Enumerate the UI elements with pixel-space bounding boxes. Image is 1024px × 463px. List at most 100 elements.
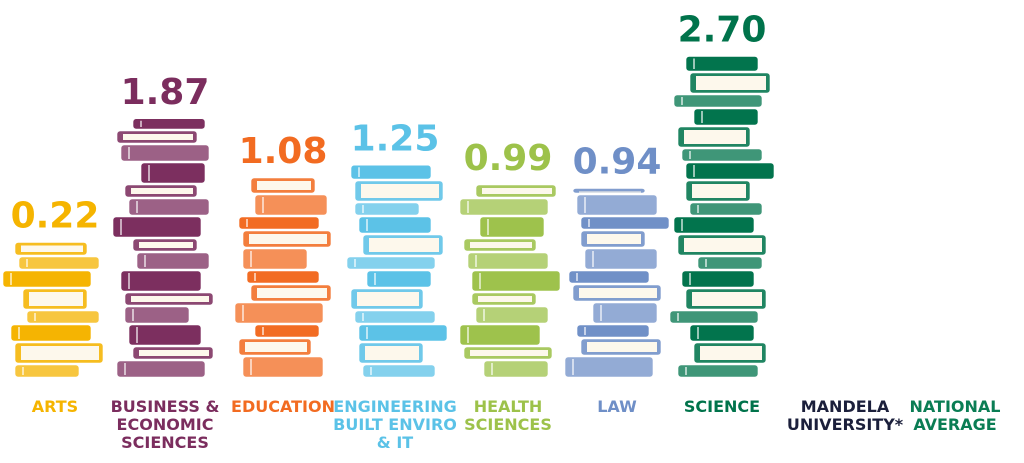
- value-label: 1.87: [121, 72, 210, 113]
- value-label: 0.99: [464, 138, 553, 179]
- book-stack: [235, 178, 331, 377]
- book: [243, 249, 307, 269]
- book-pages: [249, 234, 327, 244]
- book-pages: [361, 184, 439, 198]
- book-pages: [470, 350, 548, 356]
- book: [690, 203, 762, 215]
- book-pages: [587, 342, 657, 352]
- book-pages: [692, 184, 746, 198]
- book: [682, 149, 762, 161]
- category-label: ARTS: [0, 398, 115, 416]
- book-pages: [357, 292, 419, 306]
- book: [351, 165, 431, 179]
- book-pages: [478, 296, 532, 302]
- book-pages: [139, 350, 209, 356]
- book: [113, 217, 201, 237]
- chart: 0.221.871.081.250.990.942.70: [0, 0, 1024, 463]
- book: [359, 217, 431, 233]
- book: [674, 95, 762, 107]
- book: [476, 307, 548, 323]
- book-stack: [347, 165, 447, 377]
- book: [363, 365, 435, 377]
- book: [347, 257, 435, 269]
- book-pages: [245, 342, 307, 352]
- book-pages: [579, 288, 657, 298]
- book-pages: [257, 181, 311, 190]
- book: [121, 271, 201, 291]
- book-pages: [482, 188, 552, 194]
- category-label: NATIONAL AVERAGE: [895, 398, 1015, 434]
- book: [137, 253, 209, 269]
- book: [355, 203, 419, 215]
- category-label: HEALTH SCIENCES: [453, 398, 563, 434]
- book: [472, 271, 560, 291]
- book-pages: [131, 188, 193, 194]
- book: [577, 195, 657, 215]
- book: [682, 271, 754, 287]
- book: [117, 361, 205, 377]
- book-pages: [369, 238, 439, 252]
- page: 0.221.871.081.250.990.942.70 (() => { co…: [0, 0, 1024, 463]
- book: [698, 257, 762, 269]
- value-label: 1.25: [351, 118, 440, 159]
- book: [235, 303, 323, 323]
- category-label: EDUCATION: [218, 398, 348, 416]
- book: [255, 195, 327, 215]
- book: [239, 217, 319, 229]
- book-pages: [696, 76, 766, 90]
- book: [670, 311, 758, 323]
- book: [359, 325, 447, 341]
- book: [15, 365, 79, 377]
- book-pages: [587, 234, 641, 244]
- book: [129, 199, 209, 215]
- book: [27, 311, 99, 323]
- book: [694, 109, 758, 125]
- book: [255, 325, 319, 337]
- book-pages: [29, 292, 83, 306]
- book: [581, 217, 669, 229]
- book-stack: [670, 57, 774, 378]
- book: [125, 307, 189, 323]
- book-pages: [139, 242, 193, 248]
- book-pages: [21, 346, 99, 360]
- book: [19, 257, 99, 269]
- book: [585, 249, 657, 269]
- book: [690, 325, 754, 341]
- book: [686, 163, 774, 179]
- book-pages: [131, 296, 209, 302]
- value-label: 0.94: [573, 142, 662, 183]
- book: [133, 119, 205, 129]
- book: [678, 365, 758, 377]
- book: [247, 271, 319, 283]
- book-pages: [365, 346, 419, 360]
- book-pages: [21, 246, 83, 253]
- book-pages: [692, 292, 762, 306]
- book: [674, 217, 754, 233]
- value-label: 0.22: [11, 196, 100, 237]
- book: [468, 253, 548, 269]
- book-pages: [470, 242, 532, 248]
- book: [686, 57, 758, 72]
- book: [141, 163, 205, 183]
- book-stack: [460, 185, 560, 377]
- category-label: SCIENCE: [667, 398, 777, 416]
- category-label: BUSINESS & ECONOMIC SCIENCES: [110, 398, 220, 452]
- value-label: 2.70: [678, 10, 767, 51]
- book-pages: [684, 130, 746, 144]
- category-label: ENGINEERING BUILT ENVIRO & IT: [330, 398, 460, 452]
- book: [565, 357, 653, 377]
- book-stack: [113, 119, 213, 377]
- book-pages: [123, 134, 193, 140]
- book: [577, 325, 649, 337]
- book: [367, 271, 431, 287]
- book: [3, 271, 91, 287]
- book: [243, 357, 323, 377]
- book: [460, 325, 540, 345]
- book: [355, 311, 435, 323]
- book: [569, 271, 649, 283]
- book: [484, 361, 548, 377]
- book: [129, 325, 201, 345]
- category-label: MANDELA UNIVERSITY*: [785, 398, 905, 434]
- book-pages: [700, 346, 762, 360]
- book: [593, 303, 657, 323]
